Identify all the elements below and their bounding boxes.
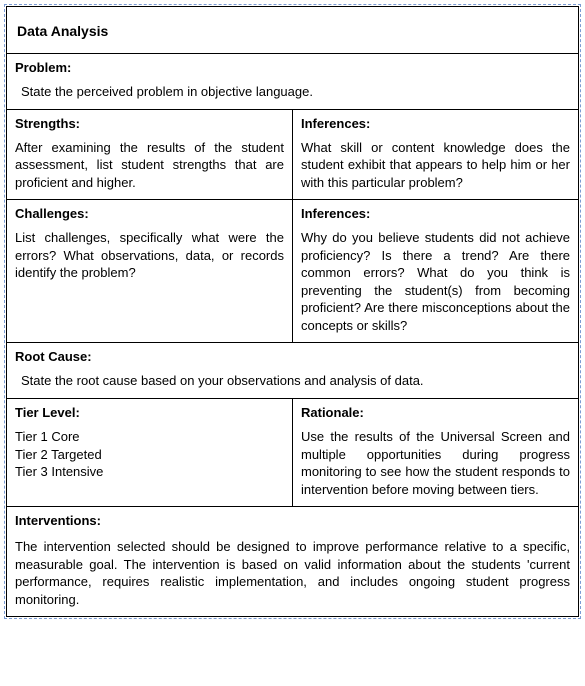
challenges-cell: Challenges: List challenges, specificall… bbox=[7, 200, 293, 343]
tier-2: Tier 2 Targeted bbox=[15, 446, 284, 464]
inferences1-heading: Inferences: bbox=[301, 116, 570, 131]
interventions-heading: Interventions: bbox=[15, 513, 570, 528]
strengths-cell: Strengths: After examining the results o… bbox=[7, 109, 293, 200]
challenges-heading: Challenges: bbox=[15, 206, 284, 221]
rationale-cell: Rationale: Use the results of the Univer… bbox=[293, 399, 579, 507]
tier-cell: Tier Level: Tier 1 Core Tier 2 Targeted … bbox=[7, 399, 293, 507]
rootcause-heading: Root Cause: bbox=[15, 349, 570, 364]
rootcause-cell: Root Cause: State the root cause based o… bbox=[7, 343, 579, 399]
document-frame: Data Analysis Problem: State the perceiv… bbox=[4, 4, 581, 619]
strengths-text: After examining the results of the stude… bbox=[15, 139, 284, 192]
strengths-heading: Strengths: bbox=[15, 116, 284, 131]
problem-heading: Problem: bbox=[15, 60, 570, 75]
inferences1-cell: Inferences: What skill or content knowle… bbox=[293, 109, 579, 200]
interventions-cell: Interventions: The intervention selected… bbox=[7, 507, 579, 617]
rootcause-text: State the root cause based on your obser… bbox=[15, 372, 570, 390]
tier-heading: Tier Level: bbox=[15, 405, 284, 420]
rationale-heading: Rationale: bbox=[301, 405, 570, 420]
challenges-text: List challenges, specifically what were … bbox=[15, 229, 284, 282]
title-cell: Data Analysis bbox=[7, 7, 579, 54]
inferences2-text: Why do you believe students did not achi… bbox=[301, 229, 570, 334]
inferences2-heading: Inferences: bbox=[301, 206, 570, 221]
rationale-text: Use the results of the Universal Screen … bbox=[301, 428, 570, 498]
title-heading: Data Analysis bbox=[17, 23, 570, 39]
data-analysis-table: Data Analysis Problem: State the perceiv… bbox=[6, 6, 579, 617]
tier-3: Tier 3 Intensive bbox=[15, 463, 284, 481]
interventions-text: The intervention selected should be desi… bbox=[15, 538, 570, 608]
problem-text: State the perceived problem in objective… bbox=[15, 83, 570, 101]
inferences2-cell: Inferences: Why do you believe students … bbox=[293, 200, 579, 343]
inferences1-text: What skill or content knowledge does the… bbox=[301, 139, 570, 192]
tier-1: Tier 1 Core bbox=[15, 428, 284, 446]
problem-cell: Problem: State the perceived problem in … bbox=[7, 54, 579, 110]
